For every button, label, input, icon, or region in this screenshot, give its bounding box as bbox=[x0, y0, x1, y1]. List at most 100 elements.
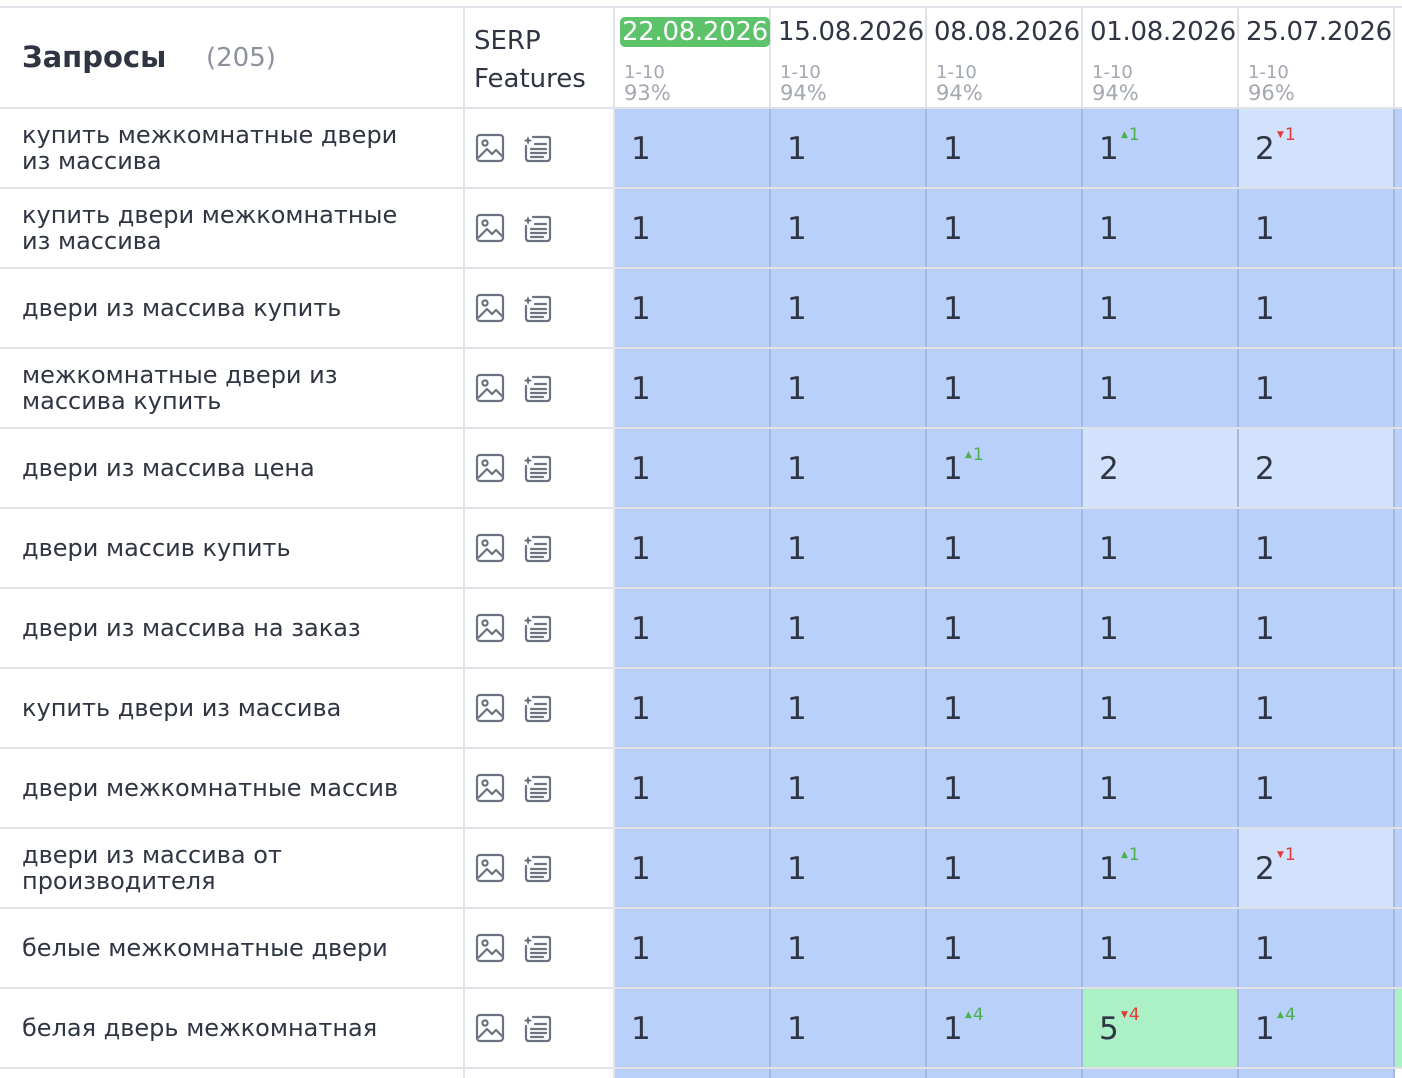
position-cell[interactable]: 1 bbox=[1083, 189, 1239, 267]
position-cell[interactable]: 1 bbox=[927, 189, 1083, 267]
query-cell[interactable]: купить двери из массива bbox=[0, 669, 465, 747]
position-cell[interactable]: 1 bbox=[615, 909, 771, 987]
position-cell[interactable]: 1 bbox=[1239, 909, 1395, 987]
position-cell[interactable]: 1 bbox=[771, 669, 927, 747]
query-cell[interactable]: купить межкомнатные двери из массива bbox=[0, 109, 465, 187]
position-cell[interactable]: 1 bbox=[771, 749, 927, 827]
position-cell[interactable]: 1 bbox=[1239, 749, 1395, 827]
position-cell[interactable]: 1 bbox=[771, 349, 927, 427]
position-cell[interactable]: 1 bbox=[615, 829, 771, 907]
featured-snippet-icon[interactable] bbox=[523, 293, 553, 323]
date-column-header[interactable]: 22.08.2026 1-10 93% bbox=[615, 8, 771, 107]
table-row[interactable]: белые межкомнатные двери 1 1 1 1 1 bbox=[0, 909, 1402, 989]
position-cell[interactable]: 1 bbox=[1239, 189, 1395, 267]
position-cell[interactable]: 1 bbox=[1239, 349, 1395, 427]
image-icon[interactable] bbox=[475, 933, 505, 963]
table-row[interactable]: купить двери межкомнатные из массива 1 1 1 1… bbox=[0, 189, 1402, 269]
date-column-header[interactable]: 25.07.2026 1-10 96% bbox=[1239, 8, 1395, 107]
image-icon[interactable] bbox=[475, 293, 505, 323]
position-cell[interactable]: 1 bbox=[615, 749, 771, 827]
query-cell[interactable]: белые межкомнатные двери bbox=[0, 909, 465, 987]
position-cell[interactable]: 1 bbox=[771, 429, 927, 507]
position-cell[interactable]: 1 bbox=[615, 509, 771, 587]
featured-snippet-icon[interactable] bbox=[523, 773, 553, 803]
table-row[interactable]: двери из массива цена 1 1 1 ▲1 2 2 bbox=[0, 429, 1402, 509]
table-row[interactable]: двери межкомнатные массив 1 1 1 1 1 bbox=[0, 749, 1402, 829]
position-cell[interactable]: 1 bbox=[771, 269, 927, 347]
query-cell[interactable]: белая дверь межкомнатная bbox=[0, 989, 465, 1067]
position-cell[interactable]: 1 bbox=[771, 909, 927, 987]
position-cell[interactable]: 1 bbox=[927, 669, 1083, 747]
position-cell[interactable]: 1 bbox=[927, 749, 1083, 827]
position-cell[interactable]: 1 bbox=[927, 909, 1083, 987]
position-cell[interactable]: 2 ▼1 bbox=[1239, 829, 1395, 907]
position-cell[interactable]: 1 bbox=[1083, 669, 1239, 747]
position-cell[interactable]: 1 bbox=[927, 349, 1083, 427]
position-cell[interactable]: 1 bbox=[1083, 269, 1239, 347]
position-cell[interactable]: 1 ▲4 bbox=[1239, 989, 1395, 1067]
position-cell[interactable]: 1 bbox=[771, 189, 927, 267]
image-icon[interactable] bbox=[475, 773, 505, 803]
position-cell[interactable]: 1 ▲1 bbox=[1083, 829, 1239, 907]
table-row[interactable]: межкомнатные двери из массива купить 1 1 1 1… bbox=[0, 349, 1402, 429]
position-cell[interactable]: 1 bbox=[927, 589, 1083, 667]
position-cell[interactable]: 2 bbox=[1239, 429, 1395, 507]
position-cell[interactable]: 1 bbox=[1083, 589, 1239, 667]
position-cell[interactable]: 1 bbox=[615, 429, 771, 507]
table-row[interactable]: белая дверь межкомнатная 1 1 1 ▲4 5 ▼4 1 ▲4 bbox=[0, 989, 1402, 1069]
date-column-header[interactable]: 08.08.2026 1-10 94% bbox=[927, 8, 1083, 107]
position-cell[interactable]: 1 bbox=[927, 509, 1083, 587]
image-icon[interactable] bbox=[475, 373, 505, 403]
position-cell[interactable]: 1 ▲1 bbox=[927, 429, 1083, 507]
position-cell[interactable]: 1 bbox=[1083, 749, 1239, 827]
position-cell[interactable]: 1 bbox=[927, 829, 1083, 907]
featured-snippet-icon[interactable] bbox=[523, 453, 553, 483]
image-icon[interactable] bbox=[475, 693, 505, 723]
position-cell[interactable]: 1 bbox=[771, 829, 927, 907]
table-row[interactable]: двери из массива купить 1 1 1 1 1 bbox=[0, 269, 1402, 349]
date-column-header[interactable]: 15.08.2026 1-10 94% bbox=[771, 8, 927, 107]
query-cell[interactable]: двери из массива цена bbox=[0, 429, 465, 507]
query-cell[interactable]: двери массив купить bbox=[0, 509, 465, 587]
position-cell[interactable]: 1 ▲4 bbox=[927, 989, 1083, 1067]
query-cell[interactable]: купить двери межкомнатные из массива bbox=[0, 189, 465, 267]
position-cell[interactable]: 1 ▲1 bbox=[1083, 109, 1239, 187]
image-icon[interactable] bbox=[475, 1013, 505, 1043]
image-icon[interactable] bbox=[475, 213, 505, 243]
query-cell[interactable]: двери межкомнатные массив bbox=[0, 749, 465, 827]
featured-snippet-icon[interactable] bbox=[523, 1013, 553, 1043]
query-cell[interactable]: двери из массива купить bbox=[0, 269, 465, 347]
position-cell[interactable]: 1 bbox=[771, 509, 927, 587]
image-icon[interactable] bbox=[475, 133, 505, 163]
image-icon[interactable] bbox=[475, 853, 505, 883]
featured-snippet-icon[interactable] bbox=[523, 693, 553, 723]
position-cell[interactable]: 1 bbox=[615, 589, 771, 667]
position-cell[interactable]: 1 bbox=[1239, 589, 1395, 667]
position-cell[interactable]: 1 bbox=[615, 669, 771, 747]
date-column-header[interactable]: 01.08.2026 1-10 94% bbox=[1083, 8, 1239, 107]
position-cell[interactable]: 2 bbox=[1083, 429, 1239, 507]
image-icon[interactable] bbox=[475, 613, 505, 643]
position-cell[interactable]: 1 bbox=[771, 989, 927, 1067]
position-cell[interactable]: 1 bbox=[771, 589, 927, 667]
featured-snippet-icon[interactable] bbox=[523, 133, 553, 163]
position-cell[interactable]: 1 bbox=[1083, 349, 1239, 427]
position-cell[interactable]: 1 bbox=[615, 349, 771, 427]
position-cell[interactable]: 1 bbox=[927, 269, 1083, 347]
featured-snippet-icon[interactable] bbox=[523, 373, 553, 403]
query-cell[interactable]: двери из массива от производителя bbox=[0, 829, 465, 907]
table-row[interactable]: двери массив купить 1 1 1 1 1 bbox=[0, 509, 1402, 589]
table-row[interactable]: купить двери из массива 1 1 1 1 1 bbox=[0, 669, 1402, 749]
table-row[interactable]: купить межкомнатные двери из массива 1 1 1 1… bbox=[0, 109, 1402, 189]
position-cell[interactable]: 1 bbox=[615, 989, 771, 1067]
table-row[interactable]: двери из массива от производителя 1 1 1 1 ▲1 2… bbox=[0, 829, 1402, 909]
position-cell[interactable]: 1 bbox=[1239, 269, 1395, 347]
position-cell[interactable]: 1 bbox=[615, 109, 771, 187]
featured-snippet-icon[interactable] bbox=[523, 613, 553, 643]
position-cell[interactable]: 1 bbox=[615, 189, 771, 267]
table-row[interactable]: двери из массива на заказ 1 1 1 1 1 bbox=[0, 589, 1402, 669]
position-cell[interactable]: 1 bbox=[1083, 509, 1239, 587]
query-cell[interactable]: межкомнатные двери из массива купить bbox=[0, 349, 465, 427]
featured-snippet-icon[interactable] bbox=[523, 853, 553, 883]
featured-snippet-icon[interactable] bbox=[523, 533, 553, 563]
